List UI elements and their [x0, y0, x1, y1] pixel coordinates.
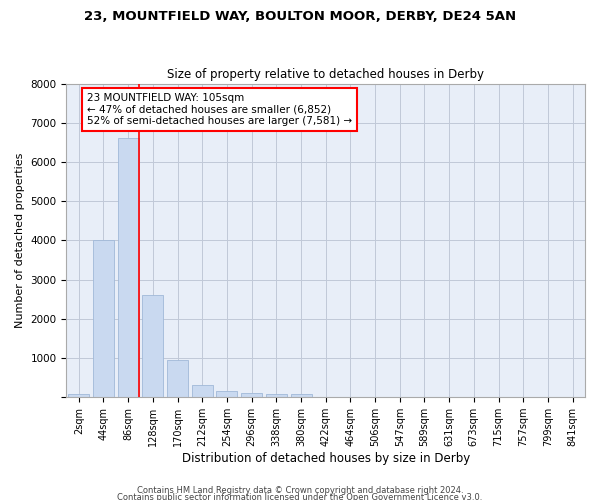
- Text: Contains public sector information licensed under the Open Government Licence v3: Contains public sector information licen…: [118, 494, 482, 500]
- Bar: [290, 394, 311, 397]
- Text: 23 MOUNTFIELD WAY: 105sqm
← 47% of detached houses are smaller (6,852)
52% of se: 23 MOUNTFIELD WAY: 105sqm ← 47% of detac…: [87, 93, 352, 126]
- X-axis label: Distribution of detached houses by size in Derby: Distribution of detached houses by size …: [182, 452, 470, 465]
- Bar: [266, 394, 287, 397]
- Title: Size of property relative to detached houses in Derby: Size of property relative to detached ho…: [167, 68, 484, 81]
- Bar: [68, 394, 89, 397]
- Bar: [118, 138, 139, 397]
- Bar: [241, 393, 262, 397]
- Text: 23, MOUNTFIELD WAY, BOULTON MOOR, DERBY, DE24 5AN: 23, MOUNTFIELD WAY, BOULTON MOOR, DERBY,…: [84, 10, 516, 23]
- Bar: [192, 385, 213, 397]
- Bar: [93, 240, 114, 397]
- Y-axis label: Number of detached properties: Number of detached properties: [15, 152, 25, 328]
- Text: Contains HM Land Registry data © Crown copyright and database right 2024.: Contains HM Land Registry data © Crown c…: [137, 486, 463, 495]
- Bar: [217, 392, 238, 397]
- Bar: [142, 296, 163, 397]
- Bar: [167, 360, 188, 397]
